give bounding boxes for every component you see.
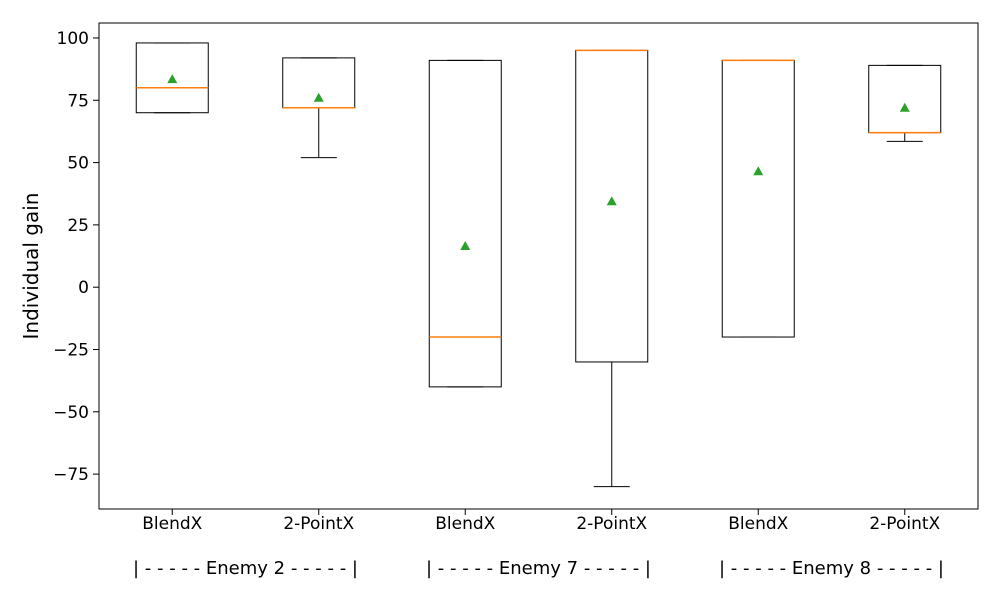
iqr-box <box>721 59 795 338</box>
iqr-box <box>868 64 942 134</box>
y-tick-label: 25 <box>67 216 89 236</box>
y-tick-label: 100 <box>57 29 89 49</box>
y-tick-label: −75 <box>53 465 89 485</box>
y-axis-ticks: 100 75 50 25 0 −25 −50 −75 <box>53 29 99 485</box>
mean-marker <box>167 74 178 84</box>
iqr-box <box>575 49 649 363</box>
x-tick-label: BlendX <box>435 514 495 534</box>
box-1 <box>135 42 209 114</box>
x-axis-category-labels: BlendX 2-PointX BlendX 2-PointX BlendX 2-Poin… <box>142 509 941 534</box>
y-tick-label: 75 <box>67 91 89 111</box>
box-5 <box>721 59 795 338</box>
box-4 <box>575 49 649 488</box>
plot-frame <box>98 22 979 510</box>
plot-area <box>98 22 979 510</box>
boxes <box>135 42 942 488</box>
iqr-box <box>428 59 502 388</box>
mean-marker <box>753 166 764 176</box>
y-tick-label: 50 <box>67 154 89 174</box>
group-labels: | - - - - - Enemy 2 - - - - - | | - - - -… <box>133 558 944 579</box>
y-axis-label: Individual gain <box>19 193 43 340</box>
x-tick-label: BlendX <box>728 514 788 534</box>
y-tick-label: −50 <box>53 403 89 423</box>
box-6 <box>868 64 942 142</box>
mean-marker <box>899 102 910 112</box>
group-label: | - - - - - Enemy 2 - - - - - | <box>133 558 358 579</box>
x-tick-label: BlendX <box>142 514 202 534</box>
mean-marker <box>606 196 617 206</box>
x-tick-label: 2-PointX <box>576 514 647 534</box>
x-tick-label: 2-PointX <box>283 514 354 534</box>
mean-marker <box>313 92 324 102</box>
iqr-box <box>135 42 209 114</box>
box-3 <box>428 59 502 388</box>
box-2 <box>282 57 356 159</box>
group-label: | - - - - - Enemy 7 - - - - - | <box>426 558 651 579</box>
x-tick-label: 2-PointX <box>869 514 940 534</box>
group-label: | - - - - - Enemy 8 - - - - - | <box>719 558 944 579</box>
y-tick-label: −25 <box>53 340 89 360</box>
y-tick-label: 0 <box>78 278 89 298</box>
mean-marker <box>460 241 471 251</box>
